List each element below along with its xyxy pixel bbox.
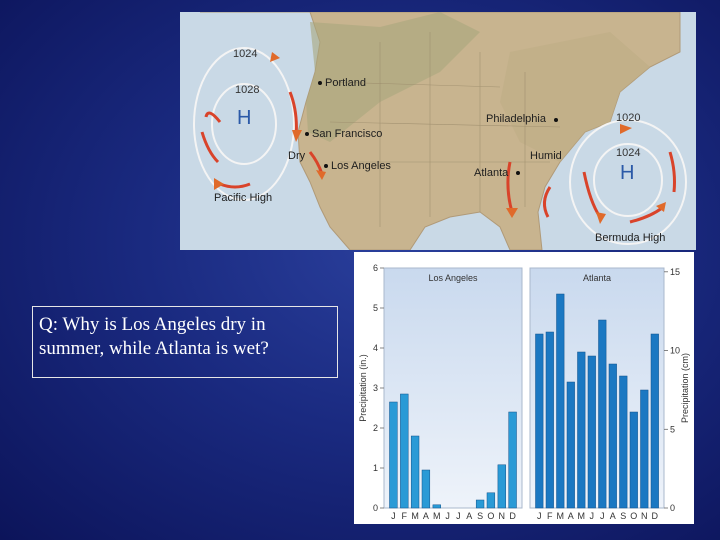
atlanta-month-label-0: J <box>537 511 542 521</box>
la-month-label-4: M <box>433 511 441 521</box>
philadelphia-label: Philadelphia <box>486 113 546 125</box>
atlanta-month-label-11: D <box>652 511 659 521</box>
land-green <box>306 12 480 142</box>
bermuda-isobar-1024-label: 1024 <box>616 147 641 159</box>
pacific-isobar-1024-label: 1024 <box>233 48 258 60</box>
humid-label: Humid <box>530 150 562 162</box>
los-angeles-label: Los Angeles <box>331 160 391 172</box>
portland-label: Portland <box>325 77 366 89</box>
la-bar-0 <box>389 401 398 509</box>
la-bar-11 <box>508 411 517 509</box>
pacific-isobar-outer <box>193 47 295 201</box>
la-bar-9 <box>486 492 496 509</box>
atlanta-month-label-8: S <box>620 511 626 521</box>
la-month-label-11: D <box>509 511 516 521</box>
question-text: Q: Why is Los Angeles dry in summer, whi… <box>39 314 269 359</box>
la-bar-2 <box>410 435 420 509</box>
atlanta-month-label-1: F <box>547 511 553 521</box>
left-axis-tick-1: 1 <box>373 463 378 473</box>
bermuda-high-symbol: H <box>620 162 635 184</box>
la-bar-1 <box>400 393 409 509</box>
atlanta-bar-1 <box>545 331 554 509</box>
bermuda-isobar-1020-label: 1020 <box>616 112 641 124</box>
la-month-label-3: A <box>423 511 429 521</box>
land-east <box>500 32 650 162</box>
atlanta-month-label-10: N <box>641 511 648 521</box>
city-dots <box>305 81 558 175</box>
atlanta-bar-2 <box>556 293 565 509</box>
atlanta-bar-3 <box>566 381 575 509</box>
atlanta-bar-7 <box>608 363 617 509</box>
climate-map: 1024 1028 H Pacific High Dry Portland Sa… <box>180 12 696 250</box>
atlanta-month-label-9: O <box>630 511 637 521</box>
wind-arrowheads <box>214 52 666 224</box>
atlanta-bar-6 <box>598 319 607 509</box>
atlanta-month-label-6: J <box>600 511 605 521</box>
atlanta-bar-4 <box>577 351 586 509</box>
atlanta-bar-5 <box>587 355 596 509</box>
atlanta-month-label-2: M <box>557 511 565 521</box>
pacific-high-symbol: H <box>237 107 252 129</box>
la-month-label-10: N <box>499 511 506 521</box>
left-axis-label: Precipitation (in.) <box>358 354 368 422</box>
atlanta-month-label-7: A <box>610 511 616 521</box>
right-axis-tick-0: 0 <box>670 503 675 513</box>
precipitation-charts: Los Angeles J F M A M J J A S O N D Atlanta J F M A M J J A S O… <box>354 252 694 524</box>
atlanta-bar-11 <box>650 333 659 509</box>
la-month-label-8: S <box>477 511 483 521</box>
la-month-label-2: M <box>411 511 419 521</box>
left-axis-tick-4: 4 <box>373 343 378 353</box>
atlanta-label: Atlanta <box>474 167 509 179</box>
left-axis-tick-0: 0 <box>373 503 378 513</box>
dry-label: Dry <box>288 150 306 162</box>
atlanta-bar-0 <box>535 333 544 509</box>
right-axis-tick-2: 10 <box>670 346 680 356</box>
right-axis-tick-1: 5 <box>670 424 675 434</box>
atlanta-bar-9 <box>629 411 638 509</box>
la-month-label-9: O <box>487 511 494 521</box>
atlanta-bar-8 <box>619 375 628 509</box>
la-month-label-7: A <box>466 511 472 521</box>
pacific-isobar-inner <box>211 83 277 165</box>
la-month-label-5: J <box>445 511 450 521</box>
la-bar-10 <box>497 464 506 509</box>
right-axis-label: Precipitation (cm) <box>680 353 690 423</box>
la-month-label-0: J <box>391 511 396 521</box>
bermuda-isobar-inner <box>593 143 663 217</box>
la-bar-4 <box>432 504 441 509</box>
san-francisco-label: San Francisco <box>312 128 383 140</box>
atlanta-chart-title: Atlanta <box>583 273 611 283</box>
la-chart-title: Los Angeles <box>428 273 478 283</box>
left-axis-tick-5: 5 <box>373 303 378 313</box>
pacific-isobar-1028-label: 1028 <box>235 84 260 96</box>
la-bar-3 <box>421 469 431 509</box>
left-axis-tick-6: 6 <box>373 263 378 273</box>
left-axis-tick-2: 2 <box>373 423 378 433</box>
atlanta-month-label-3: A <box>568 511 574 521</box>
la-month-label-1: F <box>402 511 408 521</box>
la-month-label-6: J <box>456 511 461 521</box>
la-bar-8 <box>475 499 485 509</box>
question-box: Q: Why is Los Angeles dry in summer, whi… <box>32 306 338 378</box>
bermuda-high-label: Bermuda High <box>595 232 666 244</box>
map-graphic <box>193 12 687 250</box>
pacific-high-label: Pacific High <box>214 192 273 204</box>
state-borders <box>329 32 561 227</box>
atlanta-bar-10 <box>640 389 649 509</box>
atlanta-month-label-5: J <box>590 511 595 521</box>
right-axis-tick-3: 15 <box>670 267 680 277</box>
bermuda-isobar-outer <box>569 119 687 245</box>
left-axis-tick-3: 3 <box>373 383 378 393</box>
atlanta-month-label-4: M <box>578 511 586 521</box>
